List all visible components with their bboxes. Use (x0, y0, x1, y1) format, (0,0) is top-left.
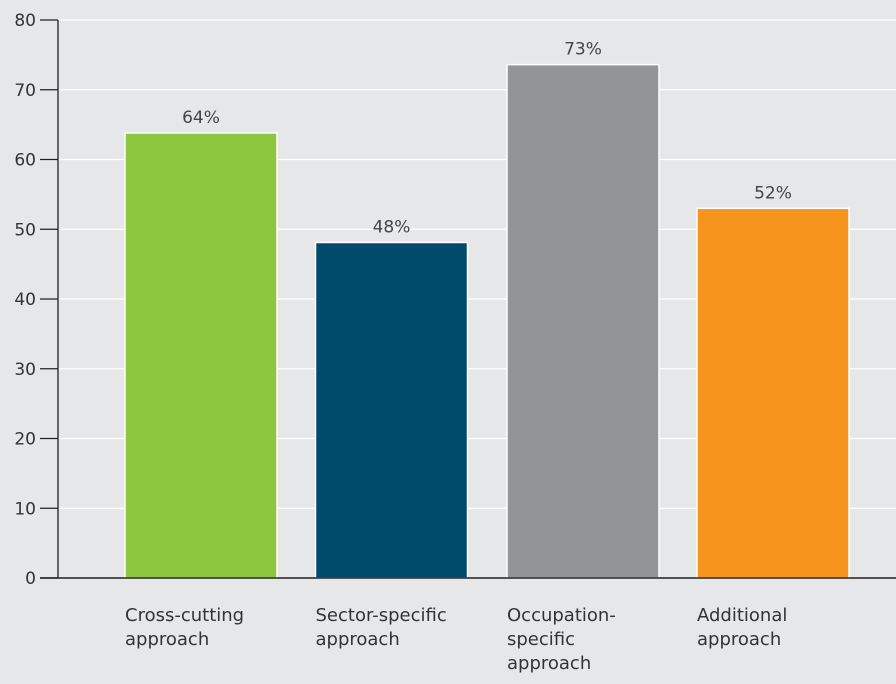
y-tick-label: 40 (14, 290, 36, 310)
data-label: 48% (373, 218, 411, 238)
category-label-line: approach (507, 653, 591, 674)
bar (696, 207, 850, 579)
y-tick-label: 10 (14, 499, 36, 519)
y-tick-label: 50 (14, 220, 36, 240)
y-tick-label: 30 (14, 360, 36, 380)
data-label: 73% (564, 40, 602, 60)
category-label-line: Occupation- (507, 605, 616, 626)
y-tick-label: 0 (25, 569, 36, 589)
category-label: Cross-cutting approach (125, 605, 244, 650)
bars: 64% 48% 73% 52% (124, 40, 850, 579)
bar (314, 241, 469, 579)
category-label-line: Cross-cutting (125, 605, 244, 626)
category-label-line: approach (697, 629, 781, 650)
category-label-line: Sector-specific (316, 605, 447, 626)
y-tick-label: 70 (14, 81, 36, 101)
y-tick-label: 60 (14, 151, 36, 171)
data-label: 52% (754, 183, 792, 203)
y-tick-label: 20 (14, 430, 36, 450)
bar (124, 132, 278, 579)
category-label-line: specific (507, 629, 575, 650)
category-label: Additional approach (697, 605, 787, 650)
data-label: 64% (182, 108, 220, 128)
category-label: Occupation-specific approach (507, 605, 616, 674)
category-label-line: Additional (697, 605, 787, 626)
category-label-line: approach (316, 629, 400, 650)
bar (506, 63, 660, 579)
category-label-line: approach (125, 629, 209, 650)
category-label: Sector-specific approach (316, 605, 447, 650)
y-tick-label: 80 (14, 11, 36, 31)
